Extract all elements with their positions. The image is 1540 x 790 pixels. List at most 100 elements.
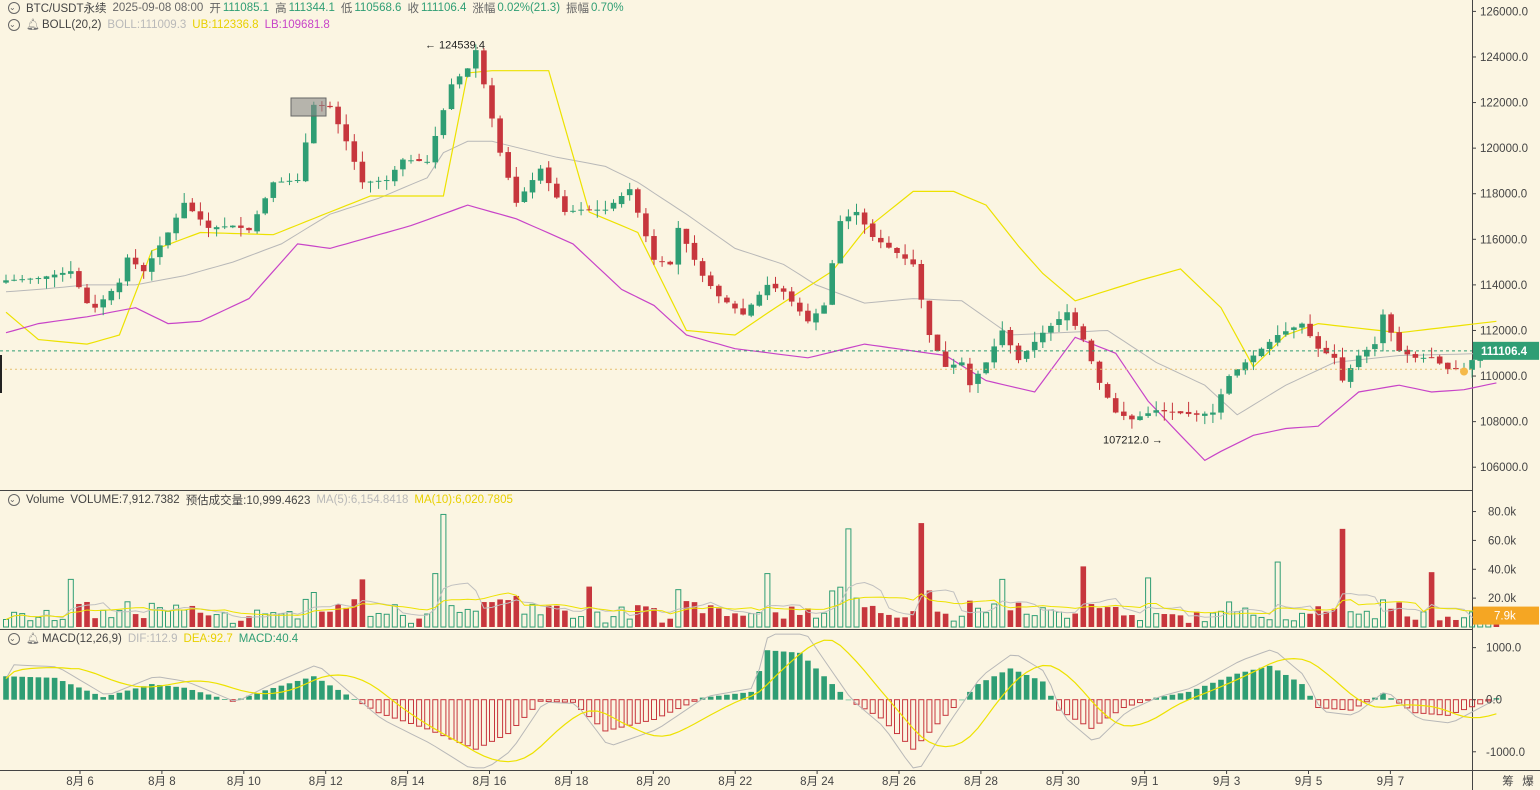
volume-bar xyxy=(1436,620,1443,627)
candle-body xyxy=(586,209,592,211)
volume-bar xyxy=(59,618,66,628)
volume-bar xyxy=(829,590,836,628)
volume-bar xyxy=(1445,616,1451,627)
candle-body xyxy=(635,189,641,213)
volume-name[interactable]: Volume xyxy=(26,494,65,506)
candle-body xyxy=(1137,416,1143,421)
collapse-chevron-icon[interactable]: ⌄ xyxy=(8,2,20,14)
volume-bar xyxy=(481,602,487,627)
volume-bar xyxy=(359,579,366,627)
macd-bar xyxy=(157,684,163,700)
volume-bar xyxy=(780,618,787,627)
volume-tick-label: 40.0k xyxy=(1488,564,1516,576)
candle-body xyxy=(1436,356,1443,364)
candle-body xyxy=(1112,398,1119,413)
candle-body xyxy=(254,214,260,232)
candle-body xyxy=(1169,411,1176,413)
macd-name[interactable]: MACD(12,26,9) xyxy=(41,632,122,645)
candle-body xyxy=(594,209,601,211)
macd-bar xyxy=(894,699,900,735)
candle-body xyxy=(1145,413,1151,416)
date-tick-label: 9月 3 xyxy=(1213,776,1241,788)
macd-bar xyxy=(11,676,17,700)
candle-body xyxy=(27,278,34,280)
volume-ma5: MA(5):6,154.8418 xyxy=(316,494,409,506)
volume-bar xyxy=(675,589,682,628)
volume-bar xyxy=(1274,561,1281,628)
macd-bar xyxy=(302,678,309,700)
symbol-label[interactable]: BTC/USDT永续 xyxy=(26,3,107,15)
macd-bar xyxy=(76,687,82,700)
volume-bar xyxy=(213,614,220,628)
collapse-chevron-icon[interactable]: ⌄ xyxy=(8,18,20,31)
volume-bar xyxy=(262,613,269,628)
macd-bar xyxy=(1185,691,1192,700)
macd-bar xyxy=(432,699,439,733)
volume-bar xyxy=(1088,604,1095,627)
price-tick-label: 112000.0 xyxy=(1480,325,1527,337)
volume-bar xyxy=(286,611,293,628)
candle-body xyxy=(829,263,835,305)
candle-body xyxy=(1202,413,1208,416)
candle-body xyxy=(902,254,908,259)
macd-bar xyxy=(1161,696,1168,700)
volume-bar xyxy=(1201,621,1208,628)
volume-bar xyxy=(416,618,422,627)
candle-body xyxy=(246,227,252,231)
macd-bar xyxy=(1080,699,1087,725)
candle-body xyxy=(1339,357,1346,381)
candle-body xyxy=(748,304,754,316)
macd-bar xyxy=(367,699,374,709)
macd-bar xyxy=(84,690,90,700)
macd-bar xyxy=(1258,667,1265,700)
macd-bar xyxy=(189,689,196,700)
left-edge-marker xyxy=(0,355,2,393)
macd-bar xyxy=(205,694,212,700)
candle-body xyxy=(497,118,503,153)
collapse-chevron-icon[interactable]: ⌄ xyxy=(8,632,20,645)
candle-body xyxy=(392,169,398,182)
volume-bar xyxy=(108,617,115,628)
macd-bar xyxy=(570,699,576,703)
candle-body xyxy=(335,106,341,125)
candle-body xyxy=(165,232,171,246)
macd-bar xyxy=(1380,693,1386,700)
candle-body xyxy=(132,257,139,265)
price-tick-label: 124000.0 xyxy=(1480,52,1528,64)
volume-bar xyxy=(3,619,9,628)
volume-bar xyxy=(1323,611,1330,627)
macd-bar xyxy=(464,699,471,747)
candle-body xyxy=(440,110,447,136)
collapse-chevron-icon[interactable]: ⌄ xyxy=(8,494,20,506)
boll-name[interactable]: BOLL(20,2) xyxy=(41,18,102,31)
macd-bar xyxy=(1283,674,1289,700)
price-tick-label: 118000.0 xyxy=(1480,189,1527,201)
macd-bar xyxy=(561,699,568,703)
volume-bar xyxy=(529,603,536,628)
macd-bar xyxy=(813,668,819,700)
candle-body xyxy=(845,216,852,222)
candle-body xyxy=(918,264,925,300)
macd-dea: DEA:92.7 xyxy=(183,632,233,645)
volume-bar xyxy=(100,609,107,628)
candle-body xyxy=(545,167,552,184)
volume-bar xyxy=(813,617,819,628)
macd-bar xyxy=(1128,699,1135,706)
volume-bar xyxy=(724,616,730,627)
volume-bar xyxy=(732,613,738,627)
macd-bar xyxy=(1193,688,1200,700)
candle-body xyxy=(853,211,860,216)
date-tick-label: 9月 7 xyxy=(1377,776,1405,788)
bell-icon[interactable]: 🔔︎ xyxy=(26,633,40,645)
volume-bar xyxy=(1185,622,1192,627)
bell-icon[interactable]: 🔔︎ xyxy=(26,19,40,31)
candle-body xyxy=(837,221,844,264)
volume-bar xyxy=(165,610,171,628)
candle-body xyxy=(1121,411,1127,416)
open-value: 111085.1 xyxy=(222,2,270,14)
candle-body xyxy=(675,227,682,265)
volume-bar xyxy=(440,513,447,628)
macd-bar xyxy=(140,686,147,700)
macd-bar xyxy=(626,699,633,726)
